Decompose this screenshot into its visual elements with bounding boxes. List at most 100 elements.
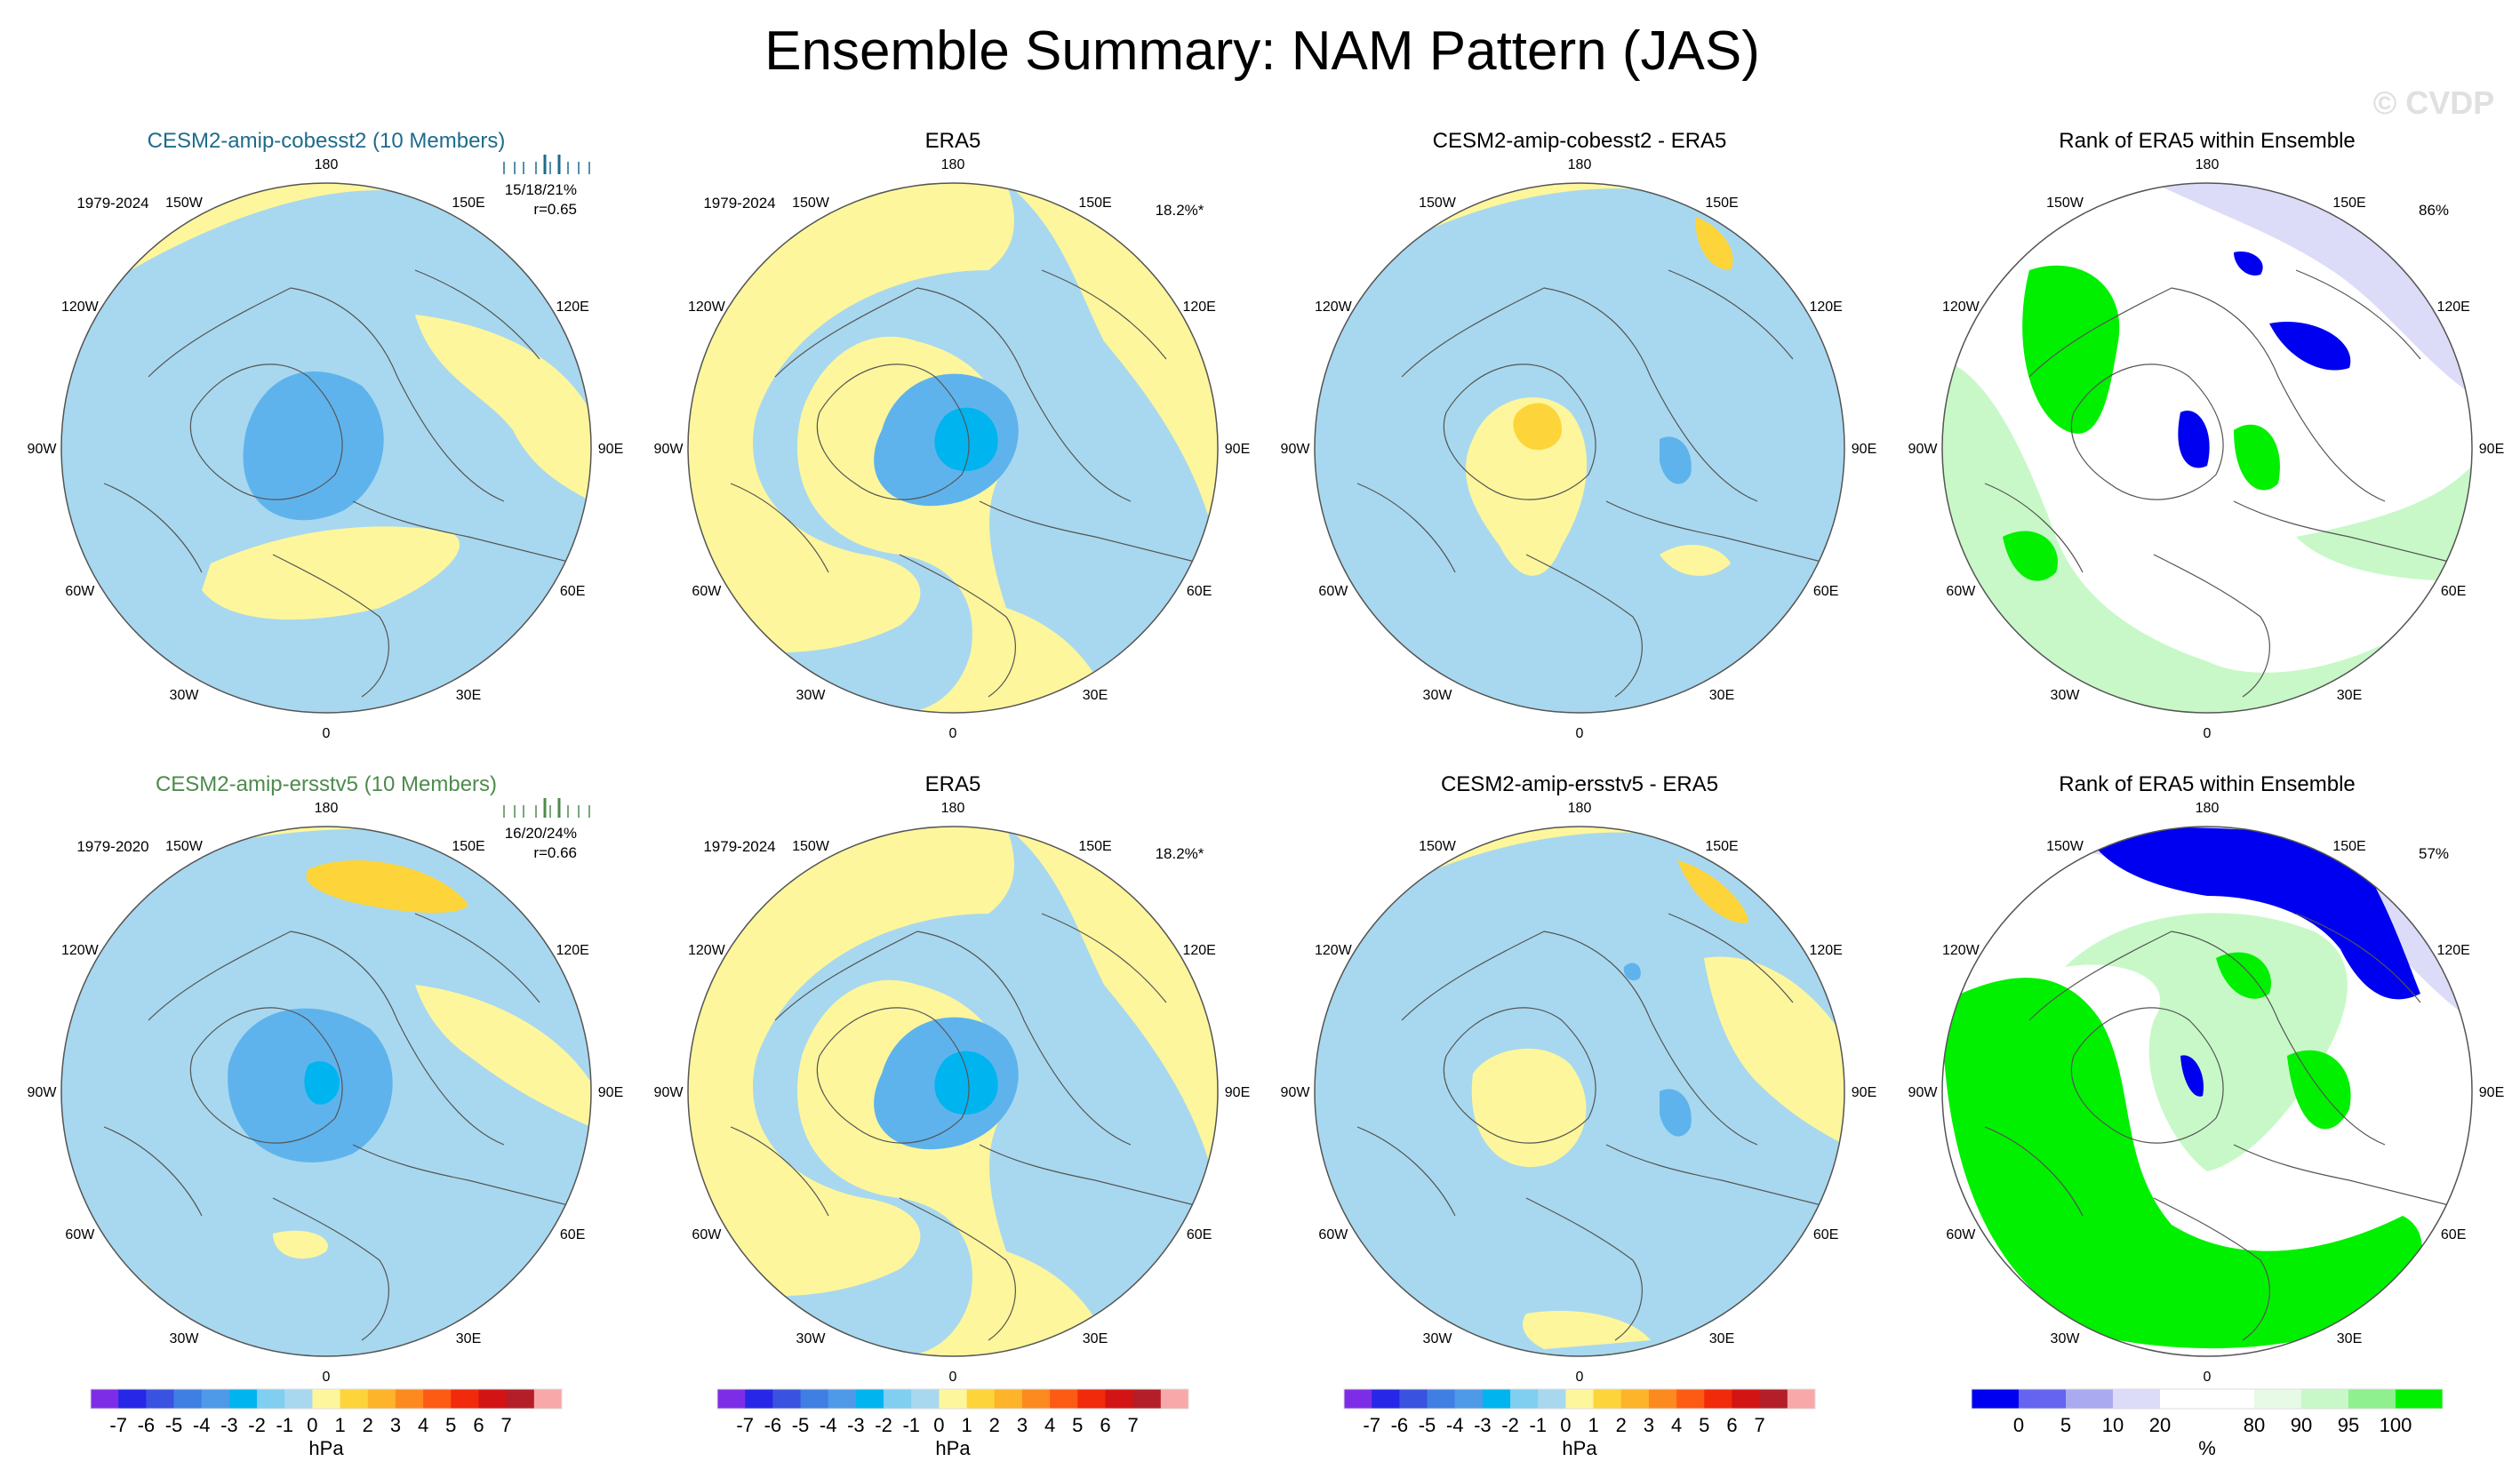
colorbar-tick-label: 6 xyxy=(1726,1414,1737,1436)
period-label: 1979-2020 xyxy=(76,838,148,855)
colorbar-swatch xyxy=(506,1389,535,1409)
colorbar-swatch xyxy=(2301,1389,2349,1409)
colorbar-swatch xyxy=(1704,1389,1732,1409)
colorbar-swatch xyxy=(1732,1389,1761,1409)
panel-title: CESM2-amip-cobesst2 (10 Members) xyxy=(148,129,506,153)
contour-region xyxy=(273,1230,328,1259)
lon-label: 150W xyxy=(1419,196,1457,211)
contour-region xyxy=(1677,860,1748,923)
panel-title: CESM2-amip-ersstv5 (10 Members) xyxy=(156,772,497,796)
coastline xyxy=(189,1007,343,1144)
coastline xyxy=(774,287,918,378)
lon-label: 0 xyxy=(949,1370,957,1385)
contour-region xyxy=(1942,978,2422,1349)
lon-label: 0 xyxy=(323,726,331,741)
colorbar-swatch xyxy=(1160,1389,1189,1409)
contour-region xyxy=(1660,545,1731,576)
colorbar-swatch xyxy=(2207,1389,2255,1409)
contour-region xyxy=(1523,1310,1651,1349)
lon-label: 30E xyxy=(456,1331,481,1346)
colorbar-border xyxy=(1343,1388,1816,1410)
coastline xyxy=(816,364,970,500)
colorbar-swatch xyxy=(2160,1389,2208,1409)
coastline xyxy=(2028,931,2172,1021)
lon-label: 90W xyxy=(654,1085,684,1100)
colorbar-tick-label: 3 xyxy=(390,1414,401,1436)
lon-label: 150W xyxy=(2046,839,2084,854)
colorbar-tick-label: -5 xyxy=(165,1414,183,1436)
contour-region xyxy=(1695,217,1733,270)
coastline xyxy=(414,269,540,360)
lon-label: 60E xyxy=(560,584,585,599)
colorbar-swatch xyxy=(1510,1389,1539,1409)
lon-label: 90W xyxy=(1908,442,1939,457)
colorbar-tick-label: -1 xyxy=(902,1414,920,1436)
lon-label: 120E xyxy=(1182,300,1215,315)
colorbar-tick-label: -3 xyxy=(847,1414,865,1436)
panel-title: Rank of ERA5 within Ensemble xyxy=(2059,772,2356,796)
colorbar-swatch xyxy=(884,1389,912,1409)
colorbar-tick-label: 2 xyxy=(363,1414,373,1436)
contour-region xyxy=(2269,322,2351,371)
colorbar-tick-label: 4 xyxy=(418,1414,428,1436)
colorbar-tick-label: -2 xyxy=(248,1414,266,1436)
contour-region xyxy=(2022,265,2120,434)
lon-label: 0 xyxy=(1576,726,1584,741)
lon-label: 0 xyxy=(2204,726,2212,741)
colorbar-border xyxy=(716,1388,1189,1410)
coastline xyxy=(2153,554,2270,698)
colorbar-swatch xyxy=(1454,1389,1484,1409)
lon-label: 0 xyxy=(323,1370,331,1385)
colorbar-tick-label: -7 xyxy=(109,1414,127,1436)
lon-label: 90W xyxy=(28,442,58,457)
contour-region xyxy=(934,407,998,471)
coastline xyxy=(1356,483,1456,573)
colorbar-border xyxy=(1971,1388,2444,1410)
variance-label: 86% xyxy=(2419,202,2449,219)
lon-label: 30E xyxy=(2337,688,2362,703)
lon-label: 120W xyxy=(688,300,726,315)
lon-label: 30W xyxy=(796,688,827,703)
colorbar-swatch xyxy=(966,1389,996,1409)
lon-label: 30E xyxy=(1083,688,1108,703)
contour-region xyxy=(2296,466,2472,581)
lon-label: 90E xyxy=(1225,1085,1250,1100)
colorbar-tick-label: 3 xyxy=(1017,1414,1028,1436)
lon-label: 90W xyxy=(1281,1085,1311,1100)
colorbar-2: -7 -6 -5 -4 -3 -2 -1 0 1 2 3 4 5 6 7 hPa xyxy=(1343,1388,1816,1459)
lon-label: 30W xyxy=(2051,1331,2081,1346)
lon-label: 90E xyxy=(598,1085,623,1100)
colorbar-swatch xyxy=(1021,1389,1051,1409)
lon-label: 0 xyxy=(2204,1370,2212,1385)
period-label: 1979-2024 xyxy=(703,838,775,855)
map-outline xyxy=(1314,182,1845,714)
colorbar-tick-label: -4 xyxy=(1446,1414,1464,1436)
map-outline xyxy=(60,826,592,1357)
lon-label: 180 xyxy=(315,801,339,816)
lon-label: 120E xyxy=(556,943,588,958)
colorbar-unit: hPa xyxy=(935,1437,971,1459)
lon-label: 120E xyxy=(556,300,588,315)
coastline xyxy=(1605,1144,1829,1208)
lon-label: 120E xyxy=(1809,300,1842,315)
colorbar-tick-label: -6 xyxy=(1391,1414,1409,1436)
lon-label: 30E xyxy=(1083,1331,1108,1346)
coastline xyxy=(816,1007,970,1144)
map-field xyxy=(61,827,591,1356)
colorbar-swatch xyxy=(745,1389,773,1409)
colorbar-tick-label: 80 xyxy=(2244,1414,2265,1436)
pattern-correlation: r=0.65 xyxy=(533,201,577,218)
colorbar-tick-label: -3 xyxy=(1474,1414,1492,1436)
lon-label: 90E xyxy=(598,442,623,457)
map-panel-1-3: Rank of ERA5 within Ensemble 180 150E 120E 9… xyxy=(1908,772,2505,1385)
colorbar-tick-label: -4 xyxy=(820,1414,837,1436)
colorbar-swatch xyxy=(173,1389,203,1409)
lon-label: 30W xyxy=(170,1331,200,1346)
coastline xyxy=(272,554,389,698)
map-field xyxy=(1942,827,2472,1356)
lon-label: 60W xyxy=(1318,1227,1348,1242)
colorbar-tick-label: 0 xyxy=(933,1414,944,1436)
lon-label: 150E xyxy=(452,196,484,211)
lon-label: 150W xyxy=(2046,196,2084,211)
colorbar-swatch xyxy=(800,1389,829,1409)
